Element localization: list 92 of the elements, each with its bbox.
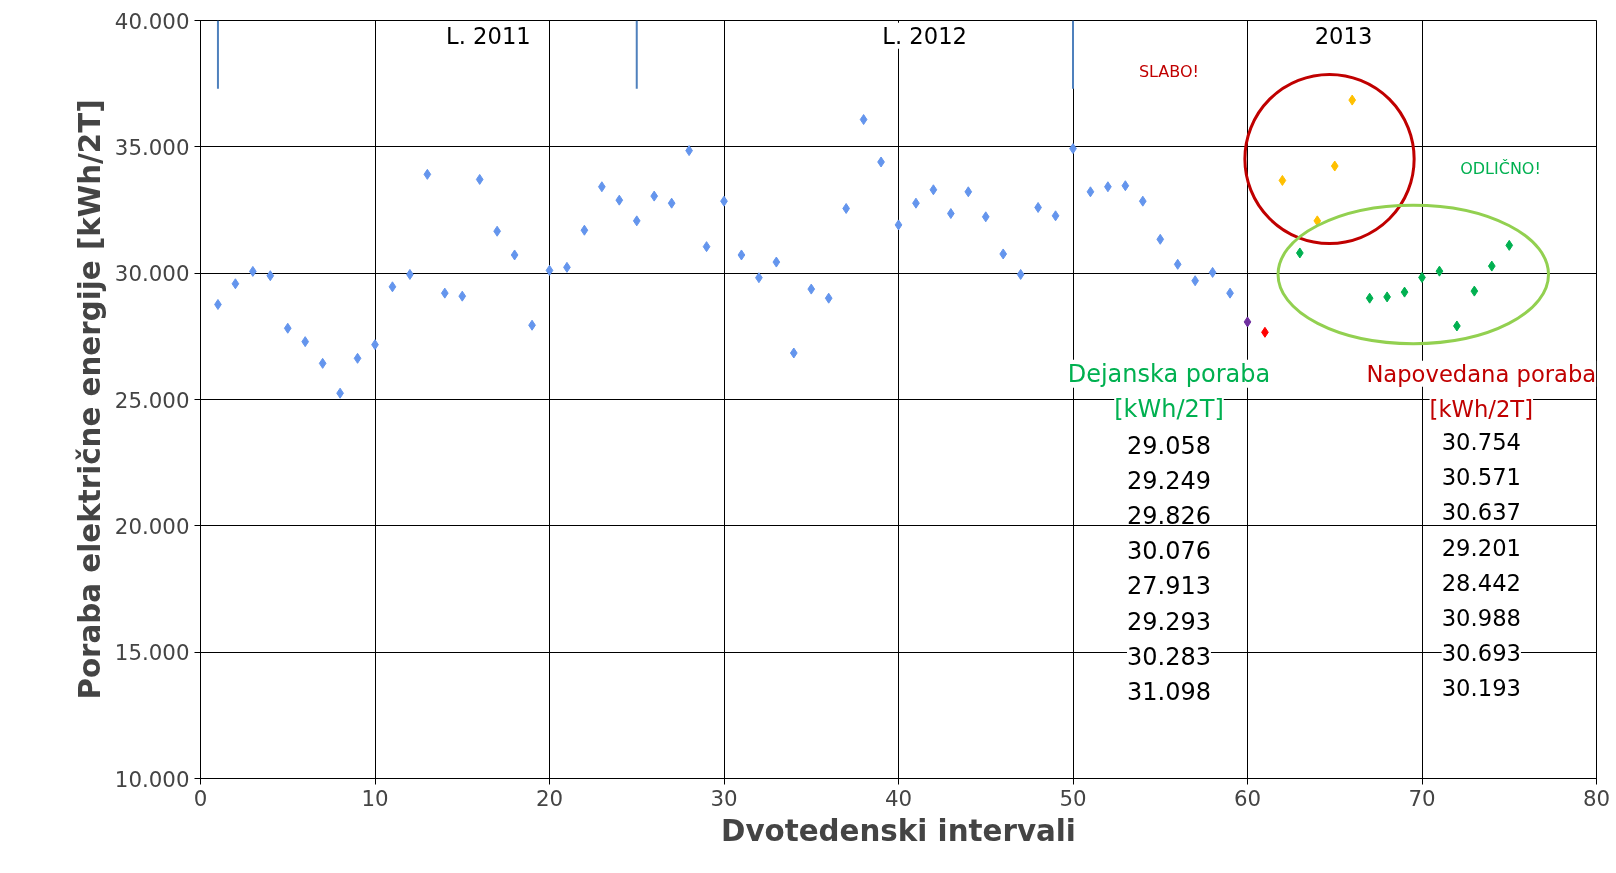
y-tick-label: 20.000 (114, 513, 190, 539)
y-tick-label: 40.000 (114, 8, 190, 34)
point (1487, 260, 1496, 272)
point (458, 290, 467, 302)
annotation: 29.826 (1126, 502, 1211, 531)
point (1365, 292, 1374, 304)
annotation: 28.442 (1441, 569, 1521, 596)
point (667, 197, 676, 209)
annotation: 30.988 (1441, 604, 1521, 631)
annotation: L. 2011 (446, 22, 531, 49)
annotation: 2013 (1314, 23, 1373, 50)
annotation: 29.058 (1126, 431, 1211, 460)
point (301, 336, 310, 348)
x-tick-label: 30 (710, 785, 738, 811)
point (214, 299, 222, 310)
point (440, 287, 449, 299)
point (1051, 210, 1060, 222)
point (318, 357, 327, 369)
annotation: 30.754 (1441, 429, 1521, 456)
point (1400, 286, 1409, 298)
point (650, 190, 659, 202)
annotation: 30.571 (1441, 464, 1521, 491)
annotation: [kWh/2T] (1114, 394, 1224, 423)
point (702, 241, 711, 253)
annotation: 29.249 (1126, 467, 1211, 496)
point (999, 248, 1008, 260)
point (1138, 195, 1147, 207)
point (231, 278, 240, 290)
point (929, 184, 938, 196)
point (510, 249, 519, 261)
point (615, 194, 624, 206)
x-tick-label: 70 (1408, 785, 1436, 811)
point (859, 114, 868, 126)
annotation: 29.293 (1126, 607, 1211, 636)
x-axis-title: Dvotedenski intervali (721, 813, 1076, 848)
x-tick-label: 20 (535, 785, 564, 811)
x-tick-label: 40 (884, 785, 913, 811)
point (1121, 180, 1130, 192)
point (545, 264, 554, 276)
annotation: 30.693 (1441, 639, 1521, 666)
point (1470, 285, 1479, 297)
point (475, 173, 484, 185)
x-tick-label: 60 (1233, 785, 1262, 811)
annotation: [kWh/2T] (1429, 395, 1534, 422)
point (772, 256, 781, 268)
point (1435, 265, 1444, 277)
point (894, 219, 903, 231)
point (1243, 316, 1252, 328)
y-tick-label: 10.000 (114, 766, 190, 792)
point (580, 224, 589, 236)
point (1278, 174, 1287, 186)
point (1173, 258, 1182, 270)
annotation: 30.193 (1441, 675, 1521, 702)
point (423, 168, 432, 180)
annotation: 29.201 (1441, 534, 1521, 561)
point (1330, 160, 1339, 172)
y-tick-label: 35.000 (114, 134, 190, 160)
annotation: L. 2012 (882, 22, 968, 49)
y-tick-label: 15.000 (114, 640, 190, 666)
point (632, 215, 641, 227)
x-tick-label: 80 (1582, 785, 1611, 811)
annotation: 30.283 (1126, 642, 1211, 671)
y-axis-title: Poraba električne energije [kWh/2T] (72, 99, 107, 700)
y-tick-label: 25.000 (114, 387, 190, 413)
point (266, 270, 275, 282)
point (789, 347, 798, 359)
annotation: SLABO! (1138, 61, 1200, 81)
point (388, 281, 397, 293)
point (807, 283, 816, 295)
annotation: ODLIČNO! (1460, 158, 1541, 178)
y-tick-label: 30.000 (114, 261, 190, 287)
point (1086, 186, 1095, 198)
annotation: 31.098 (1126, 677, 1211, 706)
point (981, 211, 990, 223)
x-tick-label: 10 (361, 785, 389, 811)
point (353, 352, 362, 364)
x-tick-label: 0 (193, 785, 208, 811)
annotation: 30.637 (1441, 499, 1521, 526)
annotation: 30.076 (1126, 537, 1211, 566)
point (824, 292, 833, 304)
annotation: Dejanska poraba (1067, 359, 1271, 388)
point (1348, 94, 1357, 106)
point (1156, 233, 1165, 245)
point (1505, 239, 1514, 251)
point (1208, 266, 1217, 278)
x-tick-label: 50 (1059, 785, 1087, 811)
point (283, 322, 292, 334)
point (737, 249, 746, 261)
point (964, 186, 973, 198)
annotation: Napovedana poraba (1366, 360, 1597, 387)
annotation: 27.913 (1126, 572, 1211, 601)
point (1016, 268, 1025, 280)
